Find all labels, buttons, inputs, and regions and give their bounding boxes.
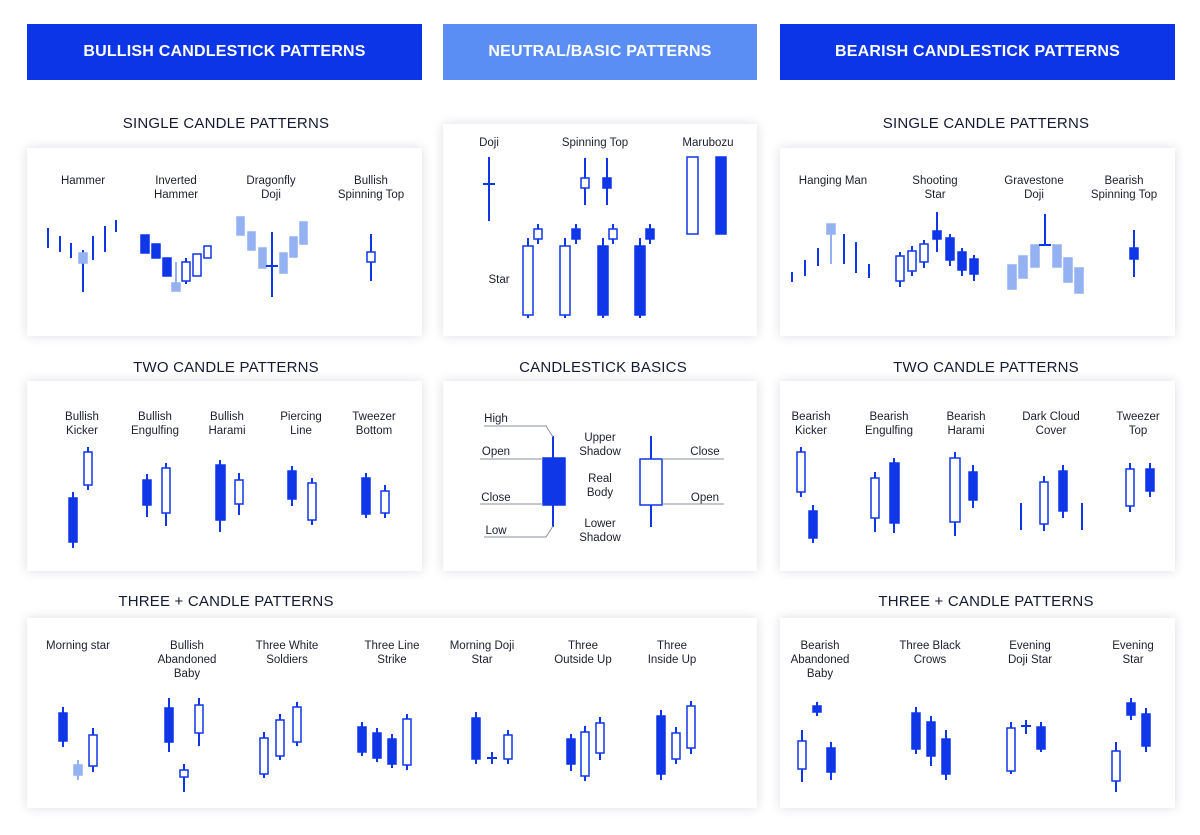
hanging-man-candles [791,223,870,282]
dragonfly-doji-candles [236,216,308,297]
evening-doji-star-candles [1006,720,1046,774]
label-bearish-kicker: Bearish Kicker [791,411,831,437]
label-shooting-star: Shooting Star [912,175,958,201]
label-bearish-harami: Bearish Harami [946,411,986,437]
bearish-harami-candles [949,452,978,536]
label-evening-doji-star: Evening Doji Star [1007,640,1053,666]
label-hanging-man: Hanging Man [798,175,868,187]
label-three-line-strike: Three Line Strike [364,640,420,666]
label-high: High [484,413,508,425]
label-three-inside-up: Three Inside Up [647,640,697,666]
bullish-engulfing-candles [142,463,171,526]
label-open-right: Open [690,492,720,504]
bull-single-title: SINGLE CANDLE PATTERNS [122,115,330,132]
label-close-left: Close [481,492,511,504]
label-piercing-line: Piercing Line [280,411,322,437]
label-morning-doji-star: Morning Doji Star [449,640,515,666]
label-bearish-abandoned-baby: Bearish Abandoned Baby [790,640,850,680]
dark-cloud-cover-candles [1020,465,1083,531]
bullish-abandoned-baby-candles [164,698,204,792]
bearish-kicker-candles [796,447,818,543]
bear-single-title: SINGLE CANDLE PATTERNS [882,115,1090,132]
bearish-spinning-top-candle [1129,230,1139,277]
label-lower-shadow: Lower Shadow [579,518,621,544]
bullish-spinning-top-candle [366,234,376,281]
tweezer-top-candles [1125,463,1155,512]
inverted-hammer-candles [140,234,212,292]
hammer-candles [47,220,117,292]
three-white-soldiers-candles [259,702,302,778]
bearish-abandoned-baby-candles [797,702,836,782]
label-evening-star: Evening Star [1112,640,1154,666]
bear-three-title: THREE + CANDLE PATTERNS [878,593,1094,610]
bull-two-title: TWO CANDLE PATTERNS [133,359,319,376]
evening-star-candles [1111,698,1151,792]
bear-two-title: TWO CANDLE PATTERNS [893,359,1079,376]
bearish-header: BEARISH CANDLESTICK PATTERNS [780,24,1175,80]
label-three-outside-up: Three Outside Up [554,640,612,666]
bear-three-panel [780,618,1175,808]
label-bearish-spinning-top: Bearish Spinning Top [1090,175,1158,201]
bullish-kicker-candles [68,447,93,548]
bull-three-title: THREE + CANDLE PATTERNS [118,593,334,610]
bullish-harami-candles [215,460,244,532]
bullish-header: BULLISH CANDLESTICK PATTERNS [27,24,422,80]
label-morning-star: Morning star [46,640,110,652]
label-three-black-crows: Three Black Crows [899,640,961,666]
label-bullish-engulfing: Bullish Engulfing [131,411,179,437]
tweezer-bottom-candles [361,473,390,518]
doji-candle [483,157,495,221]
label-close-right: Close [690,446,720,458]
bull-three-panel [27,618,757,808]
neutral-header: NEUTRAL/BASIC PATTERNS [443,24,757,80]
label-bullish-spinning-top: Bullish Spinning Top [337,175,405,201]
label-gravestone-doji: Gravestone Doji [1004,175,1064,201]
basics-panel [443,381,757,571]
label-low: Low [485,525,507,537]
three-outside-up-candles [566,717,605,781]
piercing-line-candles [287,466,317,525]
label-inverted-hammer: Inverted Hammer [153,175,199,201]
label-bullish-harami: Bullish Harami [208,411,246,437]
basics-title: CANDLESTICK BASICS [519,359,687,376]
gravestone-doji-candles [1007,214,1084,294]
label-tweezer-bottom: Tweezer Bottom [352,411,396,437]
label-three-white-soldiers: Three White Soldiers [255,640,319,666]
label-upper-shadow: Upper Shadow [579,432,621,458]
label-bullish-kicker: Bullish Kicker [65,411,99,437]
morning-star-candles [58,707,98,780]
label-marubozu: Marubozu [682,137,734,149]
label-spinning-top: Spinning Top [561,137,629,149]
label-dragonfly-doji: Dragonfly Doji [246,175,296,201]
shooting-star-candles [895,212,979,287]
label-bullish-abandoned-baby: Bullish Abandoned Baby [157,640,217,680]
label-star: Star [488,274,510,286]
label-bearish-engulfing: Bearish Engulfing [865,411,913,437]
three-inside-up-candles [656,701,696,780]
bearish-engulfing-candles [870,458,900,533]
bear-single-panel [780,148,1175,336]
three-line-strike-candles [357,714,412,770]
label-dark-cloud-cover: Dark Cloud Cover [1022,411,1080,437]
label-real-body: Real Body [586,473,614,499]
star-candles [522,224,655,318]
marubozu-candles [686,156,727,235]
three-black-crows-candles [911,707,951,780]
label-open-left: Open [481,446,511,458]
morning-doji-star-candles [471,712,513,764]
spinning-top-candles [580,158,612,205]
label-tweezer-top: Tweezer Top [1116,411,1160,437]
basics-diagram [480,425,724,538]
label-doji: Doji [479,137,499,149]
label-hammer: Hammer [60,175,106,187]
